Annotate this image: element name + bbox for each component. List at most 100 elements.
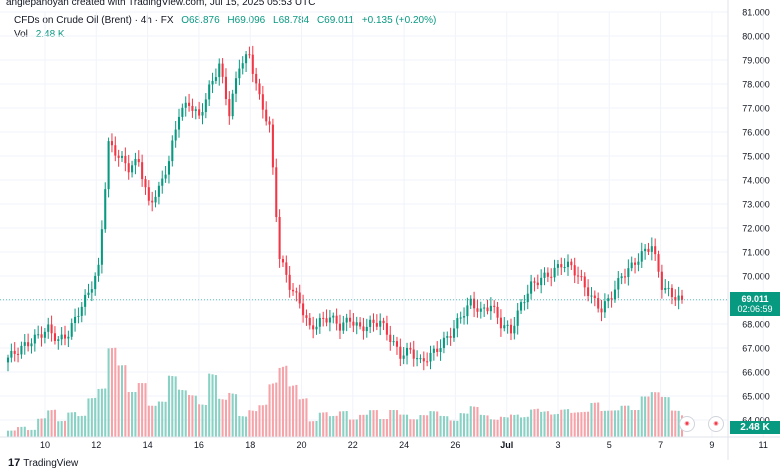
candle-body (20, 345, 23, 355)
candle-body (566, 261, 570, 268)
candle-body (389, 334, 392, 342)
candle-body (620, 276, 623, 279)
volume-bar (295, 384, 298, 437)
volume-bar (120, 365, 124, 437)
candle-body (117, 155, 120, 158)
volume-bar (446, 416, 449, 437)
economic-event-icon[interactable]: ◉ (679, 416, 695, 432)
candle-body (218, 63, 221, 78)
candle-body (30, 343, 33, 347)
volume-tag: 2.48 K (730, 421, 780, 434)
x-tick-label: 9 (709, 440, 714, 450)
x-tick-label: Jul (500, 440, 513, 450)
x-tick-label: 26 (450, 440, 460, 450)
instrument-name[interactable]: CFDs on Crude Oil (Brent) · 4h · FX (14, 15, 174, 26)
volume-bar (486, 415, 489, 437)
x-tick-label: 14 (143, 440, 153, 450)
volume-row: Vol 2.48 K (14, 28, 436, 42)
volume-bar (77, 416, 80, 437)
candle-body (258, 83, 261, 95)
candle-body (590, 295, 593, 297)
volume-bar (338, 411, 342, 437)
volume-bar (315, 420, 318, 437)
vol-label[interactable]: Vol (14, 29, 28, 40)
candle-body (456, 318, 459, 329)
candle-body (647, 248, 650, 252)
volume-bar (281, 366, 285, 437)
volume-bar (674, 410, 677, 437)
volume-bar (399, 414, 402, 437)
candle-body (261, 94, 264, 110)
volume-bar (563, 409, 566, 437)
candle-body (627, 268, 630, 278)
volume-bar (278, 367, 281, 437)
volume-bar (483, 415, 486, 437)
volume-bar (372, 410, 375, 437)
volume-bar (218, 398, 221, 437)
candle-body (57, 339, 60, 341)
volume-bar (627, 405, 630, 437)
volume-bar (167, 375, 170, 437)
volume-bar (10, 430, 13, 437)
flag-event-icon[interactable]: ◉ (708, 416, 724, 432)
volume-bar (318, 412, 321, 437)
volume-bar (489, 419, 492, 437)
candle-body (359, 322, 362, 327)
volume-bar (660, 396, 663, 437)
volume-bar (359, 414, 362, 437)
volume-bar (191, 395, 194, 437)
volume-bar (362, 414, 365, 437)
candle-body (426, 361, 429, 363)
candle-body (597, 298, 600, 309)
volume-bar (33, 429, 36, 437)
candle-body (630, 262, 633, 269)
volume-bar (288, 386, 291, 437)
volume-bar (593, 402, 596, 437)
candle-body (204, 99, 207, 113)
candle-body (275, 167, 278, 218)
candle-body (432, 348, 435, 353)
volume-bar (147, 405, 150, 437)
candle-body (667, 287, 670, 289)
volume-bar (613, 410, 616, 437)
candle-body (379, 320, 382, 327)
candle-body (63, 334, 67, 339)
candle-body (634, 262, 637, 265)
candle-body (87, 292, 90, 295)
candle-body (50, 324, 53, 334)
candle-body (211, 80, 214, 85)
candle-body (553, 267, 556, 278)
candle-body (670, 287, 673, 298)
volume-bar (234, 394, 238, 437)
tradingview-logo[interactable]: 17 TradingView (8, 457, 78, 469)
candle-body (67, 336, 70, 339)
volume-bar (342, 411, 345, 437)
candle-body (593, 295, 596, 299)
candle-body (255, 73, 258, 84)
volume-bar (566, 409, 570, 437)
volume-bar (422, 415, 425, 437)
volume-bar (30, 429, 33, 437)
volume-bar (221, 399, 224, 437)
volume-bar (27, 430, 30, 437)
candle-body (516, 310, 519, 326)
volume-bar (650, 392, 653, 437)
candle-body (154, 196, 157, 203)
x-tick-label: 3 (555, 440, 560, 450)
candle-body (110, 141, 113, 146)
symbol-legend: CFDs on Crude Oil (Brent) · 4h · FX O68.… (14, 14, 436, 42)
candle-body (328, 317, 331, 323)
candle-body (23, 342, 26, 346)
volume-bar (644, 396, 647, 437)
candle-body (583, 276, 586, 288)
volume-bar (429, 411, 432, 437)
candle-body (174, 129, 177, 141)
candle-body (617, 278, 620, 290)
volume-bar (17, 427, 20, 437)
candle-body (513, 325, 516, 334)
candle-body (536, 282, 539, 286)
candle-body (281, 258, 285, 263)
volume-bar (238, 415, 241, 437)
volume-bar (442, 416, 445, 437)
